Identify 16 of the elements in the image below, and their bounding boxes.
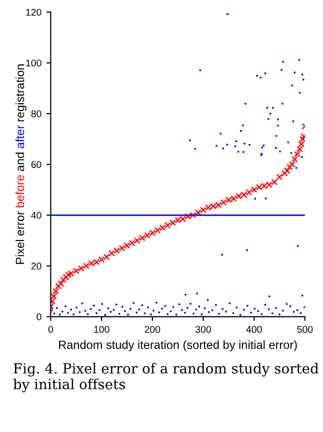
x-tick-label: 300 bbox=[195, 326, 211, 333]
y-tick-label: 20 bbox=[31, 262, 42, 270]
x-tick-label: 500 bbox=[297, 326, 313, 333]
y-tick-label: 100 bbox=[26, 60, 42, 66]
caption: Fig. 4. Pixel error of a random study sorted by initial offsets bbox=[13, 362, 319, 392]
x-tick-label: 0 bbox=[48, 326, 54, 333]
y-tick-label: 120 bbox=[26, 8, 42, 16]
x-tick-label: 200 bbox=[144, 326, 160, 333]
y-tick-label: 80 bbox=[31, 110, 42, 118]
x-tick-label: 100 bbox=[94, 326, 110, 333]
y-axis-title: Pixel error before and after registration bbox=[15, 64, 26, 264]
x-tick-label: 400 bbox=[246, 326, 262, 333]
x-axis-title: Random study iteration (sorted by initial error) bbox=[59, 340, 297, 352]
y-tick-label: 0 bbox=[36, 313, 42, 320]
y-tick-label: 40 bbox=[31, 212, 42, 219]
y-tick-label: 60 bbox=[31, 161, 42, 168]
